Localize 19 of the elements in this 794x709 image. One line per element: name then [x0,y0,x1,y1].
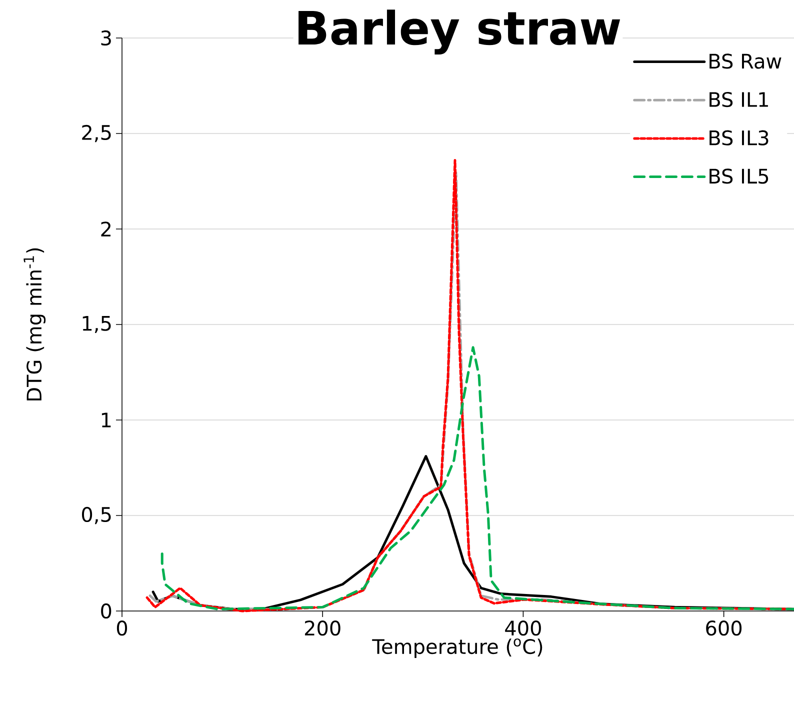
y-tick-label: 0,5 [82,506,111,524]
y-tick-label: 2,5 [82,124,111,142]
legend-label: BS IL5 [710,168,768,184]
y-tick-label: 1 [102,412,111,428]
legend-label: BS Raw [710,54,782,69]
x-tick-label: 0 [116,620,128,636]
x-tick-label: 600 [706,620,742,636]
y-axis-title: DTG (mg min$^{-1}$) [24,248,46,400]
x-tick-label: 200 [304,620,340,636]
y-tick-label: 0 [101,603,112,619]
line-series [160,346,794,610]
legend-label: BS IL1 [710,92,768,108]
legend-label: BS IL3 [710,130,768,146]
x-axis-title: Temperature ($^{o}$C) [372,638,542,658]
x-tick-label: 400 [505,620,541,636]
y-tick-label: 3 [101,30,111,46]
chart-title: Barley straw [298,10,620,54]
y-tick-label: 1,5 [82,316,111,333]
y-tick-label: 2 [101,222,110,236]
